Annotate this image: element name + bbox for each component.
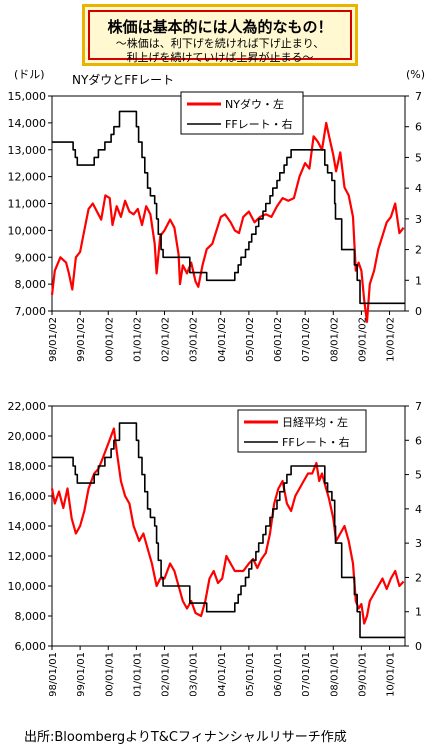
x-tick-label: 10/01/02 xyxy=(386,317,397,362)
right-tick-label: 6 xyxy=(415,434,422,447)
x-tick-label: 01/01/01 xyxy=(132,652,143,696)
left-tick-label: 10,000 xyxy=(8,224,47,237)
left-axis-unit: (ドル) xyxy=(14,68,45,81)
nikkei-ff-chart: 6,000 8,000 10,000 12,000 14,000 16,000 18,000… xyxy=(8,396,423,696)
legend: 日経平均・左 FFレート・右 xyxy=(237,409,367,453)
left-tick-label: 20,000 xyxy=(8,430,47,443)
x-tick-label: 02/01/02 xyxy=(161,317,172,362)
right-tick-label: 3 xyxy=(415,213,422,226)
right-tick-label: 2 xyxy=(415,244,422,257)
left-tick-label: 7,000 xyxy=(15,305,47,318)
right-tick-label: 3 xyxy=(415,537,422,550)
x-tick-label: 01/01/02 xyxy=(132,317,143,362)
x-tick-label: 99/01/01 xyxy=(76,652,87,696)
left-tick-label: 15,000 xyxy=(8,90,47,103)
left-tick-label: 12,000 xyxy=(8,171,47,184)
x-tick-label: 06/01/02 xyxy=(273,317,284,362)
right-tick-label: 1 xyxy=(415,606,422,619)
legend-box xyxy=(237,409,367,453)
title-frame: 株価は基本的には人為的なもの！ ～株価は、利下げを続ければ下げ止まり、 利上げを… xyxy=(88,10,352,64)
ff-rate-series-line xyxy=(52,422,405,639)
x-tick-label: 04/01/02 xyxy=(217,317,228,362)
x-tick-label: 07/01/02 xyxy=(301,317,312,362)
x-tick-label: 07/01/01 xyxy=(301,652,312,696)
legend-label: FFレート・右 xyxy=(225,117,293,131)
left-tick-label: 18,000 xyxy=(8,460,47,473)
left-tick-label: 14,000 xyxy=(8,520,47,533)
legend-box xyxy=(180,91,304,135)
left-tick-label: 11,000 xyxy=(8,198,47,211)
equity-series-line xyxy=(50,427,405,625)
right-axis-unit: (%) xyxy=(392,396,411,397)
x-tick-label: 09/01/02 xyxy=(357,317,368,362)
legend-label: 日経平均・左 xyxy=(282,416,348,429)
ff-rate-series-line xyxy=(52,110,405,305)
right-tick-label: 1 xyxy=(415,274,422,287)
page-subtitle-line-1: ～株価は、利下げを続ければ下げ止まり、 xyxy=(115,37,325,50)
equity-series-line xyxy=(50,121,405,323)
right-tick-label: 2 xyxy=(415,571,422,584)
left-tick-label: 8,000 xyxy=(15,610,47,623)
legend: NYダウ・左 FFレート・右 xyxy=(180,91,304,135)
left-tick-label: 10,000 xyxy=(8,580,47,593)
source-note: 出所:BloombergよりT&Cフィナンシャルリサーチ作成 xyxy=(24,730,347,745)
left-tick-label: 16,000 xyxy=(8,490,47,503)
legend-label: NYダウ・左 xyxy=(225,97,284,111)
right-tick-label: 6 xyxy=(415,121,422,134)
x-tick-label: 04/01/01 xyxy=(217,652,228,696)
title-box: 株価は基本的には人為的なもの！ ～株価は、利下げを続ければ下げ止まり、 利上げを… xyxy=(82,4,358,66)
page-title: 株価は基本的には人為的なもの！ xyxy=(107,18,333,36)
left-tick-label: 13,000 xyxy=(8,144,47,157)
left-tick-label: 9,000 xyxy=(15,251,47,264)
right-tick-label: 5 xyxy=(415,469,422,482)
right-tick-label: 4 xyxy=(415,503,422,516)
x-tick-label: 08/01/02 xyxy=(329,317,340,362)
x-tick-label: 00/01/02 xyxy=(104,317,115,362)
x-tick-label: 03/01/01 xyxy=(189,652,200,696)
x-tick-label: 99/01/02 xyxy=(76,317,87,362)
left-axis-unit: (円) xyxy=(14,396,34,397)
x-tick-label: 05/01/02 xyxy=(245,317,256,362)
right-axis-unit: (%) xyxy=(406,68,425,81)
page-subtitle-line-2: 利上げを続けていけば上昇が止まる～ xyxy=(126,51,314,64)
x-tick-label: 03/01/02 xyxy=(189,317,200,362)
x-tick-label: 10/01/01 xyxy=(386,652,397,696)
right-tick-label: 0 xyxy=(415,305,422,318)
chart-title: NYダウとFFレート xyxy=(72,72,174,87)
x-tick-label: 98/01/02 xyxy=(48,317,59,362)
right-tick-label: 5 xyxy=(415,151,422,164)
left-tick-label: 6,000 xyxy=(15,640,47,653)
left-tick-label: 22,000 xyxy=(8,400,47,413)
right-tick-label: 7 xyxy=(415,400,422,413)
left-tick-label: 8,000 xyxy=(15,278,47,291)
x-tick-label: 05/01/01 xyxy=(245,652,256,696)
right-tick-label: 4 xyxy=(415,182,422,195)
x-tick-label: 02/01/01 xyxy=(161,652,172,696)
x-tick-label: 98/01/01 xyxy=(48,652,59,696)
x-tick-label: 06/01/01 xyxy=(273,652,284,696)
x-tick-label: 08/01/01 xyxy=(329,652,340,696)
legend-label: FFレート・右 xyxy=(282,435,350,449)
right-tick-label: 7 xyxy=(415,90,422,103)
right-tick-label: 0 xyxy=(415,640,422,653)
left-tick-label: 14,000 xyxy=(8,117,47,130)
left-tick-label: 12,000 xyxy=(8,550,47,563)
dow-ff-chart: 7,000 8,000 9,000 10,000 11,000 12,000 13,000 1… xyxy=(8,68,426,362)
x-tick-label: 00/01/01 xyxy=(104,652,115,696)
x-tick-label: 09/01/01 xyxy=(357,652,368,696)
